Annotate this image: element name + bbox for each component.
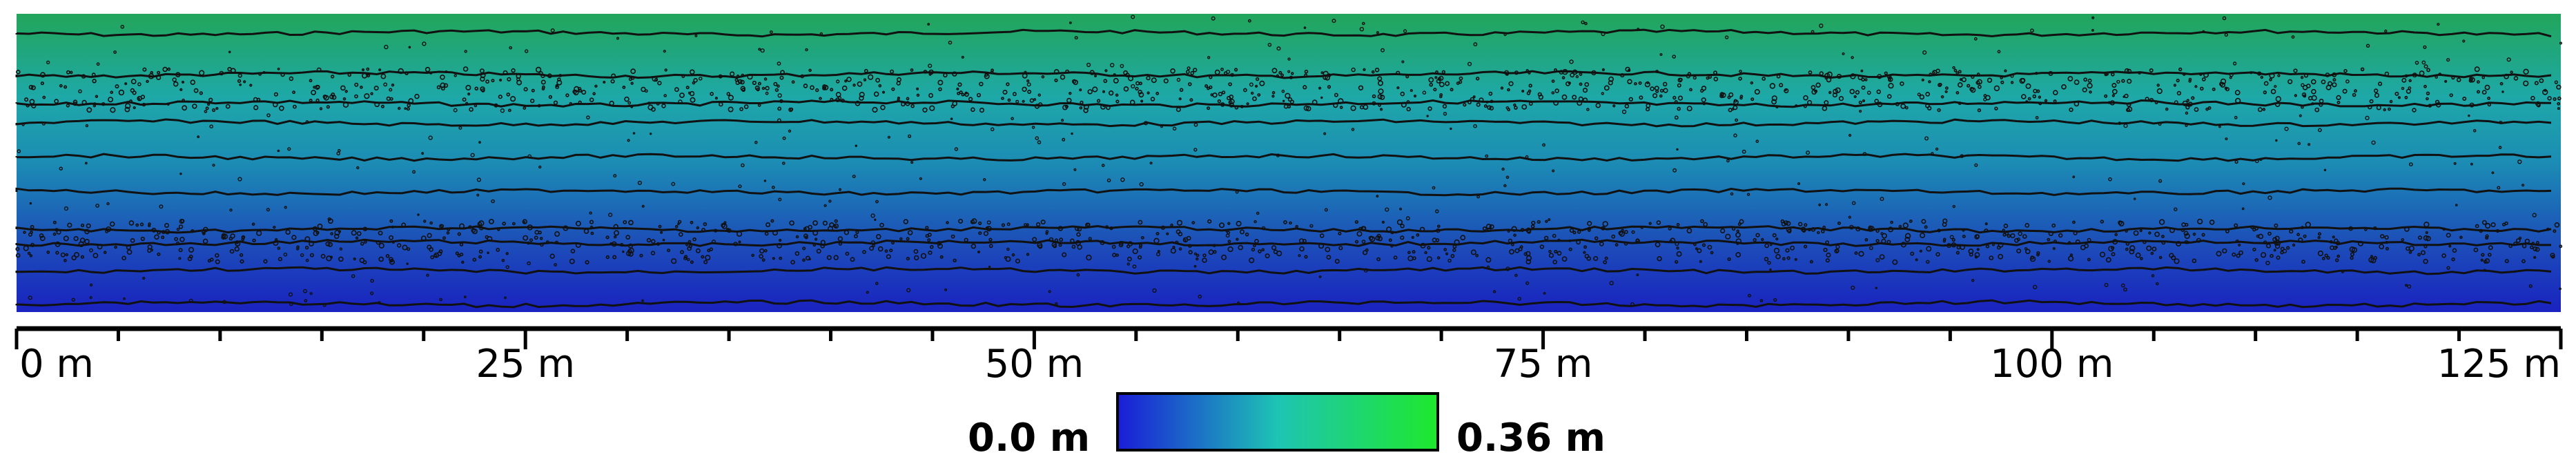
contour-line xyxy=(15,266,2552,275)
scale-tick-label: 75 m xyxy=(1494,342,1593,387)
contour-line xyxy=(15,28,2552,38)
contour-line xyxy=(15,187,2552,197)
legend-max-label: 0.36 m xyxy=(1456,416,1606,460)
elevation-raster xyxy=(17,14,2561,312)
contour-noise xyxy=(15,14,2563,307)
contour-line xyxy=(15,99,2552,108)
scale-tick-label: 0 m xyxy=(19,342,94,387)
scale-tick-label: 125 m xyxy=(2437,342,2561,387)
scale-tick-label: 100 m xyxy=(1990,342,2114,387)
contour-line xyxy=(15,153,2552,162)
contour-line xyxy=(15,238,2551,247)
contour-line xyxy=(15,118,2552,128)
legend-min-label: 0.0 m xyxy=(968,416,1091,460)
scale-tick-label: 50 m xyxy=(985,342,1084,387)
contour-line xyxy=(15,299,2552,309)
color-legend-bar xyxy=(1116,392,1439,452)
scale-tick-label: 25 m xyxy=(476,342,575,387)
